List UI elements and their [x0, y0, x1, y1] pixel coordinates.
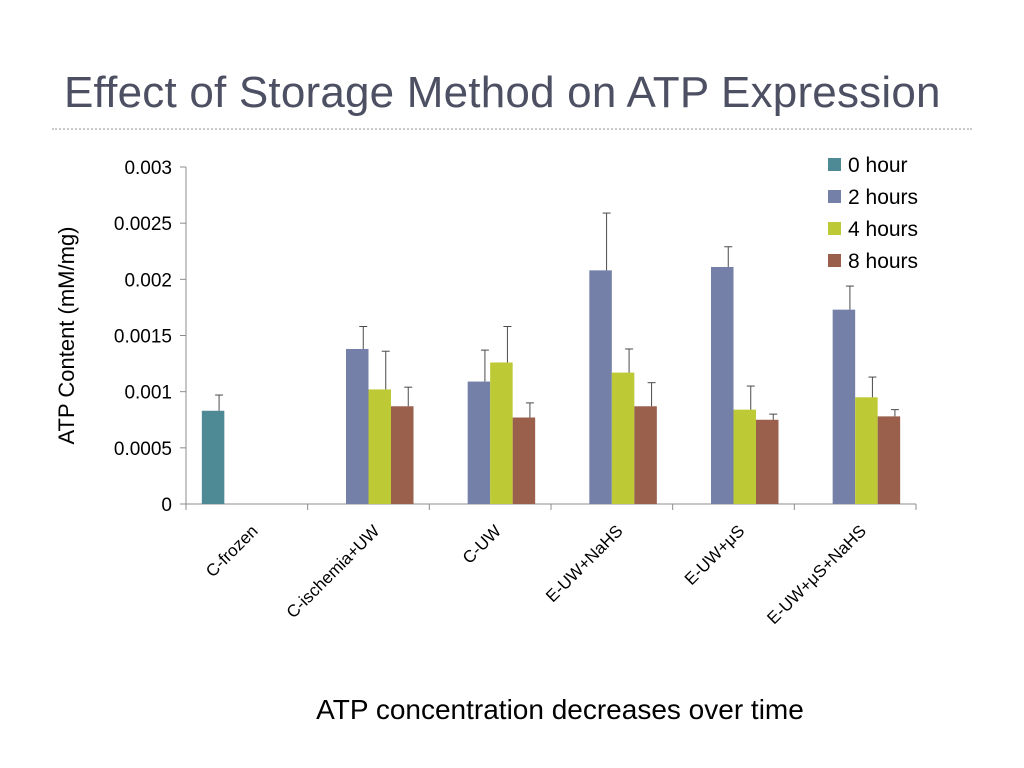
bar [368, 389, 391, 504]
x-category-label: E-UW+NaHS [542, 521, 627, 606]
bar [877, 416, 901, 504]
y-tick-label: 0.001 [124, 383, 172, 404]
slide-title: Effect of Storage Method on ATP Expressi… [64, 68, 941, 117]
chart-axes [180, 166, 917, 510]
y-tick-label: 0 [161, 495, 172, 516]
bar [589, 270, 612, 504]
bar [634, 406, 657, 504]
x-category-label: E-UW+μS+NaHS [763, 521, 870, 628]
legend-swatch [828, 190, 841, 203]
legend-label: 4 hours [848, 218, 918, 241]
legend-swatch [828, 222, 841, 235]
y-tick-label: 0.0015 [114, 327, 172, 348]
legend-label: 8 hours [848, 250, 918, 273]
legend-label: 0 hour [848, 154, 908, 177]
bar [391, 406, 414, 504]
y-tick-label: 0.002 [124, 270, 172, 291]
bar [756, 419, 779, 504]
bar [512, 417, 536, 504]
bar [346, 348, 369, 504]
bar [611, 372, 635, 504]
chart-error-bars [215, 212, 899, 420]
slide-caption: ATP concentration decreases over time [316, 694, 804, 725]
y-tick-label: 0.0005 [114, 439, 172, 460]
bar [467, 381, 491, 504]
chart-bars [201, 266, 901, 504]
legend-label: 2 hours [848, 186, 918, 209]
x-category-label: C-ischemia+UW [283, 521, 384, 622]
x-category-label: E-UW+μS [681, 521, 748, 588]
y-tick-label: 0.0025 [114, 214, 172, 235]
y-axis-title: ATP Content (mM/mg) [54, 226, 79, 444]
bar [855, 397, 878, 504]
title-divider [52, 128, 972, 130]
y-tick-label: 0.003 [124, 158, 172, 179]
atp-bar-chart: 0 0.0005 0.001 0.0015 0.002 0.0025 0.003 C-froz… [54, 154, 918, 628]
chart-labels: 0 0.0005 0.001 0.0015 0.002 0.0025 0.003 C-froz… [54, 158, 870, 628]
x-category-label: C-frozen [202, 521, 262, 581]
legend-swatch [828, 254, 841, 267]
bar [711, 266, 734, 504]
bar [733, 409, 756, 504]
legend-swatch [828, 158, 841, 171]
x-category-label: C-UW [459, 521, 505, 567]
bar [490, 362, 513, 504]
bar [201, 410, 225, 504]
bar [832, 309, 856, 504]
chart-legend: 0 hour 2 hours 4 hours 8 hours [828, 154, 918, 273]
